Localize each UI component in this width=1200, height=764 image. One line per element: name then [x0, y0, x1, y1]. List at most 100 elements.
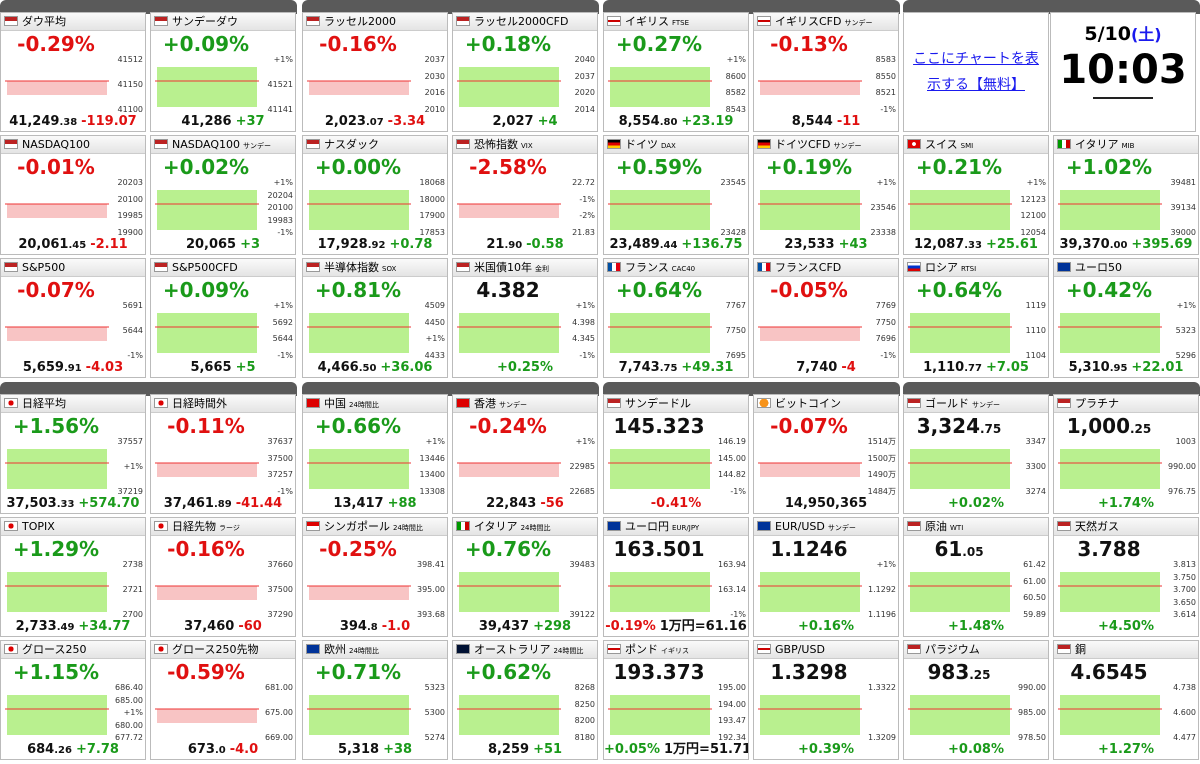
axis-label: 60.50: [1023, 593, 1046, 603]
quote-tile: ドイツCFD サンデー +0.19% +1% 23546 23338 23,533 +43: [753, 135, 899, 255]
section-band: [903, 0, 1200, 14]
chart-area: [157, 67, 257, 107]
headline: +0.00%: [303, 155, 413, 179]
quote-tile: パラジウム 983.25 990.00 985.00 978.50 +0.08%: [903, 640, 1049, 760]
sub-label: FTSE: [672, 19, 690, 27]
quote-tile: シンガポール 24時間比 -0.25% 398.41 395.00 393.68 394.8…: [302, 517, 448, 637]
chart-area: [1060, 190, 1160, 230]
tile-header: イタリア 24時間比: [453, 518, 597, 536]
quote-footer: 39,437 +298: [453, 619, 597, 634]
tile-header: 日経先物 ラージ: [151, 518, 295, 536]
axis-label: 685.00: [115, 695, 143, 705]
footer-part: .89: [213, 499, 232, 510]
axis-label: 37500: [267, 453, 293, 463]
axis-label: 7695: [725, 351, 746, 360]
footer-part: .49: [56, 622, 75, 633]
name: 中国: [324, 397, 346, 410]
footer-item: 5,318: [338, 742, 379, 757]
mini-chart: [758, 80, 862, 95]
axis-label: 12100: [1020, 211, 1046, 221]
quote-tile: フランス CAC40 +0.64% 7767 7750 7695 7,743.75 +49.3…: [603, 258, 749, 378]
axis-label: +1%: [425, 437, 445, 446]
tile-header: 米国債10年 金利: [453, 259, 597, 277]
footer-part: +4: [537, 114, 558, 129]
axis-label: 8600: [725, 71, 746, 81]
mini-chart: [908, 572, 1012, 612]
axis-label: 39134: [1170, 203, 1196, 212]
axis-label: 2040: [574, 55, 595, 64]
footer-part: 12,087: [914, 237, 965, 252]
headline-part: 193.373: [613, 660, 705, 684]
axis-label: +1%: [1176, 301, 1196, 310]
footer-item: 1万円=61.16: [660, 619, 747, 634]
headline-part: .05: [962, 545, 984, 559]
quote-tile: 香港 サンデー -0.24% +1% 22985 22685 22,843 -56: [452, 394, 598, 514]
tile-header: フランスCFD: [754, 259, 898, 277]
axis-label: 5644: [122, 326, 143, 335]
footer-part: .95: [1109, 363, 1128, 374]
axis-label: 23546: [870, 203, 896, 212]
chart-area: [157, 190, 257, 230]
axis-label: 163.94: [718, 560, 746, 569]
footer-part: +395.69: [1131, 237, 1193, 252]
tile-header: 半導体指数 SOX: [303, 259, 447, 277]
mini-chart: [908, 449, 1012, 489]
headline-part: -2.58%: [469, 155, 547, 179]
headline: +0.21%: [904, 155, 1014, 179]
axis-label: 8180: [574, 733, 595, 742]
axis-label: 5323: [1175, 326, 1196, 335]
chart-area: [7, 449, 107, 489]
footer-item: +23.19: [681, 114, 733, 129]
flag: [757, 398, 771, 408]
tile-header: フランス CAC40: [604, 259, 748, 277]
name: S&P500: [22, 261, 66, 274]
footer-item: +0.02%: [948, 496, 1004, 511]
chart-link[interactable]: ここにチャートを表示する【無料】: [913, 51, 1039, 93]
axis-label: 19983: [267, 215, 293, 225]
chart-area: [157, 313, 257, 353]
flag: [154, 398, 168, 408]
axis-label: 193.47: [718, 716, 746, 726]
quote-tile: スイス SMI +0.21% +1% 12123 12100 12054 12,087.33 +…: [903, 135, 1049, 255]
mini-chart: [155, 313, 259, 353]
mini-chart: [307, 585, 411, 600]
axis-label: 669.00: [265, 733, 293, 742]
quote-footer: 684.26 +7.78: [1, 742, 145, 757]
time: 10:03: [1059, 47, 1187, 93]
headline-part: +1.29%: [12, 537, 100, 561]
sub-label: サンデー: [972, 401, 1000, 409]
axis-label: 1490万: [867, 470, 896, 480]
headline: +0.27%: [604, 32, 714, 56]
quote-footer: 7,740 -4: [754, 360, 898, 375]
axis-label: 677.72: [115, 733, 143, 742]
footer-item: 22,843: [486, 496, 536, 511]
footer-part: +1.27%: [1098, 742, 1154, 757]
name: イギリスCFD: [775, 15, 842, 28]
axis-label: 8250: [574, 699, 595, 709]
mini-chart: [5, 80, 109, 95]
quote-tile: 原油 WTI 61.05 61.42 61.00 60.50 59.89 +1.48%: [903, 517, 1049, 637]
axis-label: +1%: [726, 55, 746, 64]
footer-part: 673: [187, 742, 215, 757]
footer-item: +37: [236, 114, 265, 129]
axis-label: 978.50: [1018, 733, 1046, 742]
footer-part: -4.03: [85, 360, 124, 375]
footer-item: +0.25%: [497, 360, 553, 375]
headline: 145.323: [604, 414, 714, 438]
quote-footer: 4,466.50 +36.06: [303, 360, 447, 375]
sub-label: サンデー: [844, 19, 873, 27]
footer-part: .91: [63, 363, 82, 374]
flag: [607, 139, 621, 149]
quote-footer: 14,950,365: [754, 496, 898, 511]
name: プラチナ: [1075, 397, 1119, 410]
mini-chart: [908, 313, 1012, 353]
footer-part: .50: [358, 363, 377, 374]
flag: [154, 16, 168, 26]
quote-tile: ポンド イギリス 193.373 195.00 194.00 193.47 192.34 +0…: [603, 640, 749, 760]
axis-label: 3274: [1025, 487, 1046, 496]
axis-label: 20203: [117, 178, 143, 187]
axis-label: 18000: [419, 194, 445, 204]
headline: +0.18%: [453, 32, 563, 56]
footer-item: 37,460: [184, 619, 234, 634]
sub-label: サンデー: [243, 142, 271, 150]
